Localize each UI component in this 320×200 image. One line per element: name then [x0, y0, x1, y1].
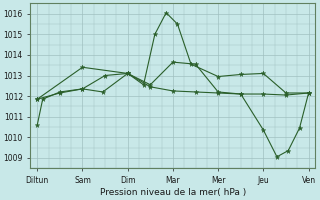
X-axis label: Pression niveau de la mer( hPa ): Pression niveau de la mer( hPa ) — [100, 188, 246, 197]
